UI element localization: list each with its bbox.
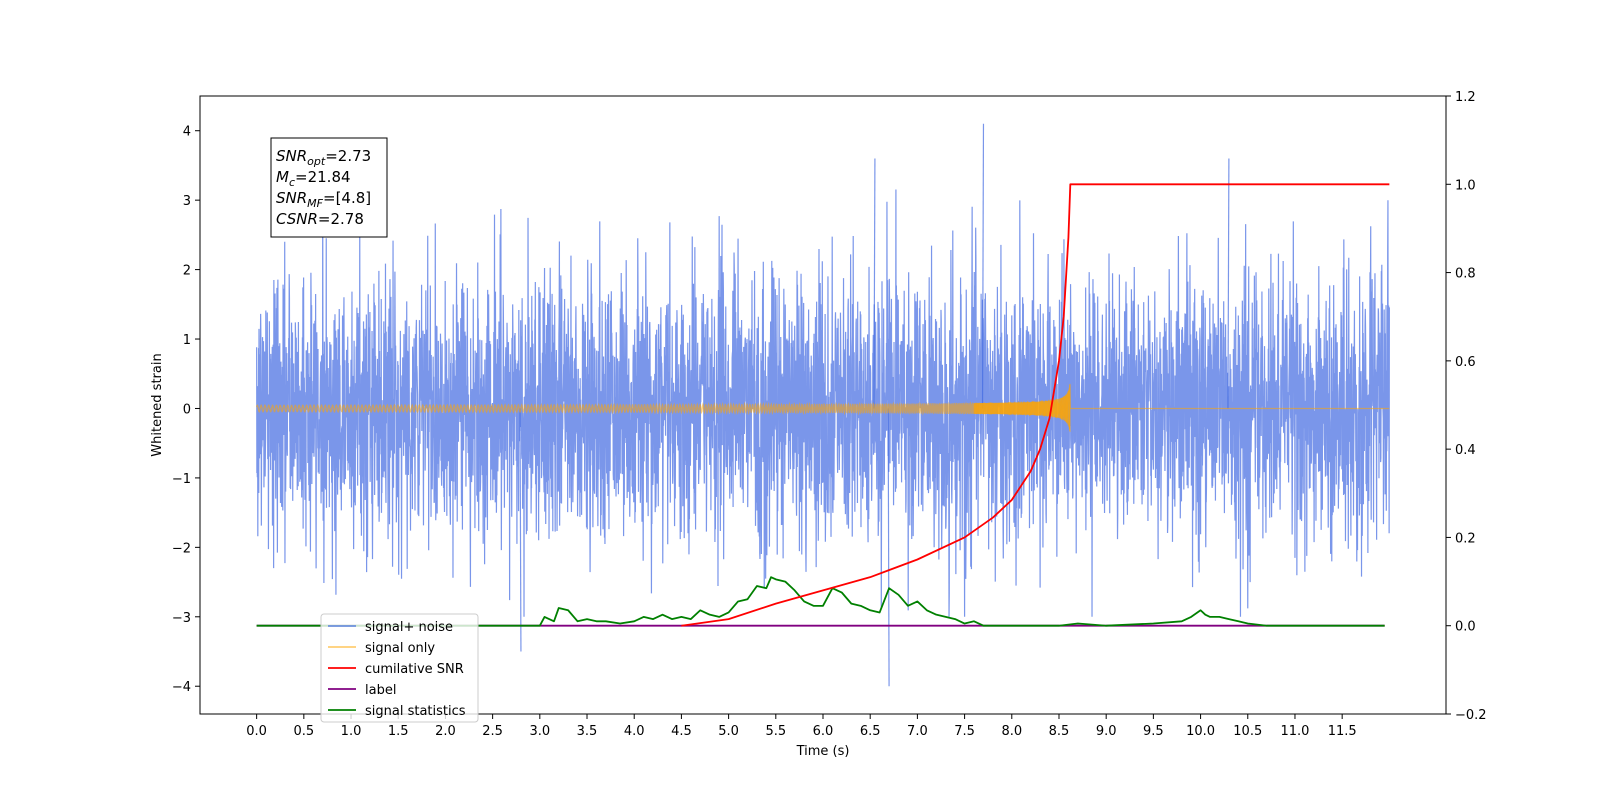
x-tick-label: 5.0 (718, 724, 739, 739)
noise-peak (887, 408, 890, 687)
stat-value: =21.84 (295, 168, 351, 186)
x-tick-label: 1.5 (388, 724, 409, 739)
y-tick-label: 3 (183, 194, 191, 209)
stat-sub: c (289, 176, 295, 189)
x-tick-label: 6.0 (813, 724, 834, 739)
y-tick-label: 4 (183, 125, 191, 140)
noise-peak (981, 123, 985, 409)
stat-var: SNR (276, 189, 307, 207)
legend-entry: signal statistics (365, 704, 466, 719)
series-signal-statistics-line (256, 576, 1385, 627)
y-tick-label: 1 (183, 333, 191, 348)
y-axis-right: −0.2 0.0 0.2 0.4 0.6 0.8 1.0 1.2 (1446, 90, 1487, 723)
x-tick-label: 2.0 (435, 724, 456, 739)
noise-peak (519, 408, 522, 652)
x-tick-label: 7.5 (954, 724, 975, 739)
x-tick-label: 9.5 (1143, 724, 1164, 739)
y-tick-label: −1 (172, 472, 191, 487)
stat-var: SNR (276, 147, 307, 165)
series-cumulative-snr-line (681, 183, 1390, 627)
stat-line: Mc=21.84 (276, 168, 351, 189)
series-signal-only-line (256, 383, 1390, 431)
series-layer (256, 123, 1390, 687)
x-axis-label: Time (s) (796, 744, 850, 759)
y-tick-label: 0 (183, 402, 191, 417)
y2-tick-label: 0.6 (1455, 355, 1476, 370)
y-tick-label: 2 (183, 264, 191, 279)
x-tick-label: 0.0 (246, 724, 267, 739)
legend-entry: label (365, 683, 396, 698)
stat-line: SNRopt=2.73 (276, 147, 371, 168)
x-tick-label: 4.0 (624, 724, 645, 739)
stat-value: =2.73 (325, 147, 371, 165)
x-tick-label: 8.5 (1049, 724, 1070, 739)
y2-tick-label: 0.2 (1455, 531, 1476, 546)
x-tick-label: 8.0 (1001, 724, 1022, 739)
stat-line: CSNR=2.78 (276, 210, 364, 228)
legend-entry: cumilative SNR (365, 662, 464, 677)
x-tick-label: 3.5 (577, 724, 598, 739)
y2-tick-label: 0.8 (1455, 267, 1476, 282)
x-tick-label: 9.0 (1096, 724, 1117, 739)
x-tick-label: 11.0 (1280, 724, 1309, 739)
legend-entry: signal only (365, 641, 435, 656)
x-tick-label: 6.5 (860, 724, 881, 739)
x-tick-label: 10.0 (1186, 724, 1215, 739)
y2-tick-label: 1.2 (1455, 90, 1476, 105)
y2-tick-label: 0.4 (1455, 443, 1476, 458)
y-axis-label: Whitened strain (150, 353, 165, 456)
stat-sub: opt (307, 155, 326, 168)
x-tick-label: 3.0 (529, 724, 550, 739)
y-axis-left: −4 −3 −2 −1 0 1 2 3 4 (172, 125, 200, 695)
series-signal-noise-line (256, 189, 1390, 617)
x-tick-label: 10.5 (1233, 724, 1262, 739)
stat-value: =2.78 (318, 210, 364, 228)
legend-box (320, 613, 479, 723)
y2-tick-label: 0.0 (1455, 620, 1476, 635)
y-tick-label: −4 (172, 680, 191, 695)
legend: signal+ noise signal only cumilative SNR la… (320, 613, 479, 723)
stat-sub: MF (307, 197, 323, 210)
stat-var: CSNR (276, 210, 318, 228)
x-tick-label: 11.5 (1328, 724, 1357, 739)
y-tick-label: −2 (172, 541, 191, 556)
legend-entry: signal+ noise (365, 620, 453, 635)
y2-tick-label: 1.0 (1455, 178, 1476, 193)
x-tick-label: 0.5 (293, 724, 314, 739)
x-tick-label: 7.0 (907, 724, 928, 739)
stats-box (270, 137, 388, 238)
y-tick-label: −3 (172, 611, 191, 626)
noise-peak (873, 158, 876, 409)
x-tick-label: 5.5 (765, 724, 786, 739)
x-tick-label: 4.5 (671, 724, 692, 739)
stat-line: SNRMF=[4.8] (276, 189, 371, 210)
x-tick-label: 2.5 (482, 724, 503, 739)
stat-var: M (276, 168, 289, 186)
x-axis: 0.0 0.5 1.0 1.5 2.0 2.5 3.0 3.5 4.0 4.5 5.0 5.5 6.0 6… (246, 714, 1357, 739)
stat-value: =[4.8] (323, 189, 371, 207)
y2-tick-label: −0.2 (1455, 708, 1487, 723)
noise-peak (1227, 158, 1230, 409)
x-tick-label: 1.0 (341, 724, 362, 739)
